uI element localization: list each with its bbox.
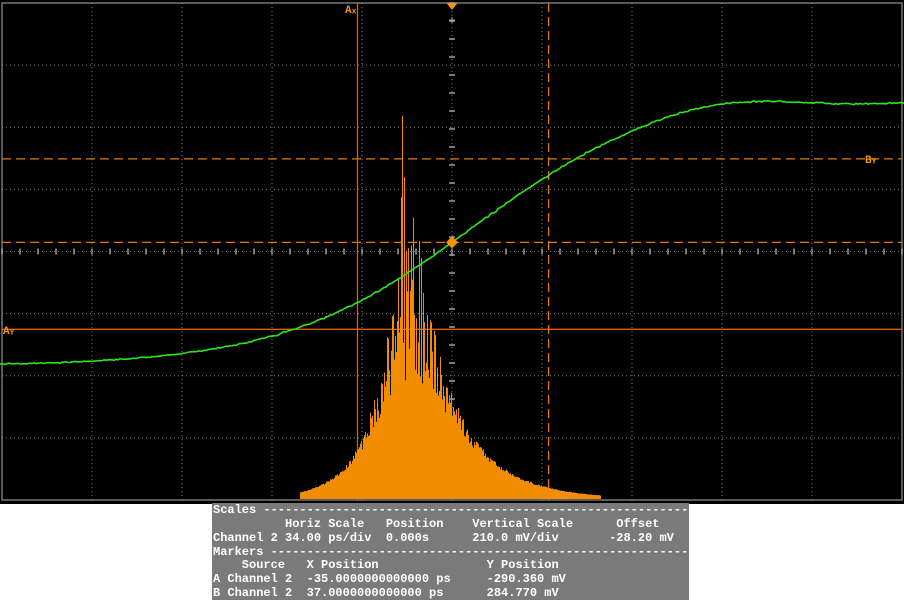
svg-text:AY: AY: [3, 326, 15, 338]
svg-text:BY: BY: [865, 155, 877, 167]
svg-text:Bx: Bx: [553, 489, 565, 501]
svg-text:Ax: Ax: [345, 5, 357, 17]
